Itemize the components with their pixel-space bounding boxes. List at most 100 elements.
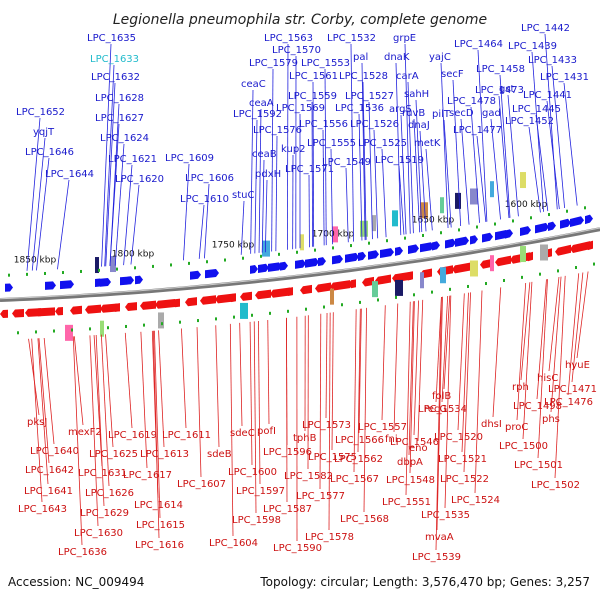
gc-tick	[431, 290, 433, 294]
forward-leader-line	[114, 143, 125, 266]
cog-block	[440, 197, 444, 214]
forward-gene-label: ceaA	[249, 98, 274, 109]
forward-leader-line	[26, 117, 41, 271]
gc-tick	[395, 295, 397, 299]
reverse-gene-label: LPC_1539	[412, 552, 461, 563]
forward-gene-label: dnaJ	[408, 120, 430, 131]
reverse-gene-label: LPC_1502	[531, 480, 580, 491]
reverse-gene-arrow	[585, 240, 593, 251]
kbp-scale: 1850 kbp 1800 kbp 1750 kbp 1700 kbp 1650 kbp…	[14, 200, 548, 265]
forward-leader-line	[398, 165, 405, 235]
reverse-gene-label: pofI	[257, 426, 276, 437]
reverse-gene-label: LPC_1636	[58, 547, 107, 558]
forward-leader-line	[498, 95, 510, 219]
reverse-gene-label: LPC_1548	[386, 475, 435, 486]
forward-gene-arrow	[332, 255, 343, 265]
gc-tick	[440, 231, 442, 235]
kbp-label: 1650 kbp	[412, 215, 455, 225]
forward-gene-arrow	[358, 251, 366, 261]
reverse-gene-label: phs	[542, 414, 560, 425]
forward-gene-label: secD	[449, 108, 474, 119]
reverse-leader-line	[522, 281, 533, 440]
reverse-gene-label: LPC_1630	[74, 528, 123, 539]
forward-leader-line	[311, 101, 314, 247]
reverse-leader-line	[73, 336, 84, 426]
forward-leader-line	[476, 135, 487, 222]
reverse-gene-arrow	[125, 302, 137, 311]
gc-tick	[323, 305, 325, 309]
forward-gene-arrow	[305, 258, 319, 268]
cog-block	[420, 272, 424, 289]
topology-text: Topology: circular; Length: 3,576,470 bp…	[259, 575, 590, 589]
forward-leader-line	[368, 101, 373, 240]
gc-tick	[62, 271, 64, 275]
forward-gene-label: LPC_1441	[523, 90, 572, 101]
reverse-leader-line	[100, 334, 110, 487]
forward-gene-label: LPC_1519	[375, 155, 424, 166]
cog-block	[520, 172, 526, 189]
reverse-leader-line	[550, 276, 562, 413]
forward-gene-label: LPC_1624	[100, 133, 149, 144]
reverse-leader-line	[441, 295, 449, 403]
backbone-highlight	[0, 227, 600, 300]
cog-block	[300, 234, 304, 251]
cog-block	[490, 255, 494, 272]
gc-tick	[485, 282, 487, 286]
cog-block	[520, 246, 526, 263]
cog-block	[240, 302, 248, 319]
cog-block	[420, 202, 428, 219]
forward-gene-label: LPC_1644	[45, 169, 94, 180]
reverse-gene-label: hisC	[537, 373, 558, 384]
forward-gene-arrow	[585, 214, 593, 225]
kbp-label: 1700 kbp	[312, 229, 355, 239]
forward-leader-line	[507, 94, 519, 217]
reverse-leader-line	[408, 301, 414, 456]
forward-gene-label: LPC_1525	[358, 138, 407, 149]
forward-gene-label: ruvB	[402, 108, 425, 119]
reverse-leader-line	[43, 337, 55, 445]
reverse-leader-line	[357, 308, 361, 453]
reverse-gene-label: eno	[409, 443, 428, 454]
forward-gene-arrow	[408, 244, 419, 254]
forward-gene-labels: LPC_1635 LPC_1633 LPC_1632 LPC_1628 LPC_1627…	[16, 23, 589, 271]
forward-gene-label: LPC_1556	[299, 119, 348, 130]
reverse-gene-arrow	[495, 255, 511, 267]
forward-gene-arrow	[548, 221, 556, 231]
cog-block	[392, 210, 398, 227]
forward-leader-line	[361, 62, 366, 241]
reverse-leader-line	[229, 323, 234, 537]
reverse-gene-label: recG	[424, 404, 447, 415]
forward-gene-label: LPC_1570	[272, 45, 321, 56]
forward-gene-arrow	[295, 259, 306, 269]
reverse-gene-arrow	[452, 262, 472, 274]
reverse-leader-line	[353, 309, 357, 473]
forward-gene-label: LPC_1561	[289, 71, 338, 82]
reverse-gene-label: LPC_1614	[134, 500, 183, 511]
forward-gene-arrow	[280, 261, 288, 271]
forward-gene-label: LPC_1433	[528, 55, 577, 66]
gc-tick	[458, 228, 460, 232]
reverse-leader-line	[72, 336, 83, 546]
forward-gene-label: LPC_1628	[95, 93, 144, 104]
reverse-gene-label: LPC_1566	[335, 435, 384, 446]
reverse-gene-label: LPC_1498	[513, 401, 562, 412]
reverse-gene-arrow	[140, 300, 156, 310]
reverse-gene-label: mexF2	[68, 427, 102, 438]
reverse-leader-line	[325, 312, 328, 419]
forward-leader-line	[415, 99, 423, 233]
forward-leader-line	[404, 43, 411, 234]
reverse-gene-label: hyuE	[565, 360, 590, 371]
gc-tick	[251, 313, 253, 317]
reverse-gene-label: LPC_1629	[80, 508, 129, 519]
forward-gene-arrow	[120, 276, 134, 286]
reverse-leader-line	[239, 322, 243, 427]
gc-tick	[413, 293, 415, 297]
reverse-leader-line	[93, 335, 103, 467]
forward-leader-line	[240, 200, 245, 255]
reverse-leader-line	[537, 279, 548, 459]
gc-tick	[467, 284, 469, 288]
reverse-leader-line	[520, 282, 531, 381]
forward-leader-line	[271, 68, 274, 252]
reverse-gene-label: LPC_1626	[85, 488, 134, 499]
